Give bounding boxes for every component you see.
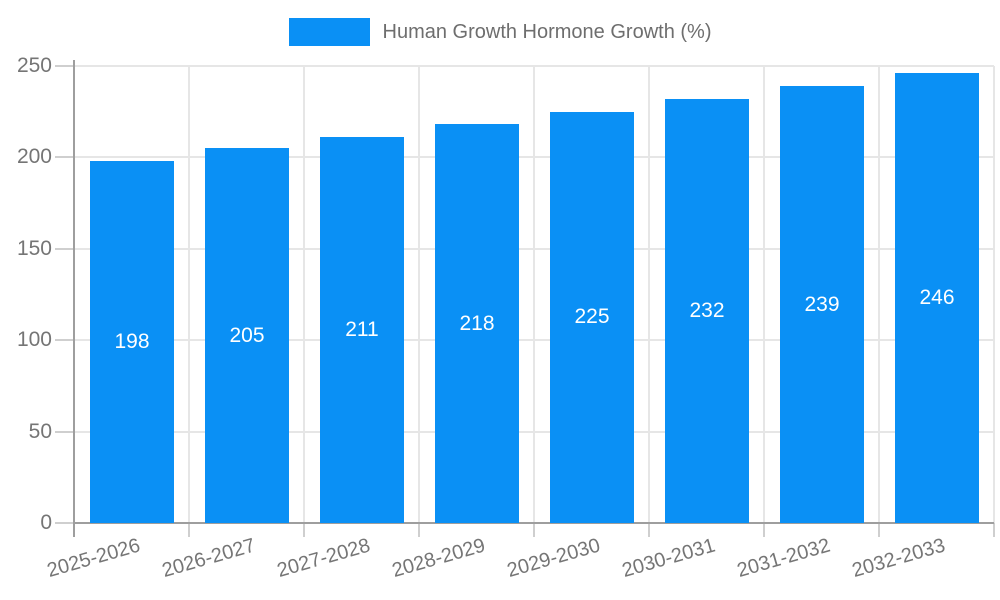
gridline-x (533, 66, 535, 523)
legend: Human Growth Hormone Growth (%) (0, 16, 1000, 48)
gridline-x (303, 66, 305, 523)
y-tick-mark (55, 339, 74, 341)
x-axis-line (74, 522, 994, 524)
x-tick-label: 2025-2026 (44, 534, 143, 582)
bar-value-label: 205 (229, 324, 265, 347)
bar (90, 161, 174, 523)
y-tick-mark (55, 156, 74, 158)
legend-label: Human Growth Hormone Growth (%) (382, 20, 712, 43)
bar (780, 86, 864, 523)
bar-value-label: 225 (574, 305, 610, 328)
bar-value-label: 246 (919, 286, 955, 309)
bar (665, 99, 749, 523)
x-tick-label: 2030-2031 (619, 534, 718, 582)
x-tick-label: 2029-2030 (504, 534, 603, 582)
y-tick-label: 100 (16, 328, 52, 351)
y-tick-mark (55, 65, 74, 67)
legend-swatch (288, 18, 370, 46)
bar (205, 148, 289, 523)
y-tick-mark (55, 248, 74, 250)
x-tick-label: 2027-2028 (274, 534, 373, 582)
y-tick-mark (55, 522, 74, 524)
x-tick-label: 2032-2033 (849, 534, 948, 582)
y-axis-line (73, 60, 75, 537)
y-tick-mark (55, 431, 74, 433)
x-tick-mark (993, 523, 995, 537)
y-tick-label: 50 (28, 420, 52, 443)
x-tick-mark (533, 523, 535, 537)
x-tick-mark (303, 523, 305, 537)
bar (435, 124, 519, 523)
gridline-x (993, 66, 995, 523)
gridline-x (418, 66, 420, 523)
bar (550, 112, 634, 523)
x-tick-mark (188, 523, 190, 537)
gridline-x (188, 66, 190, 523)
x-tick-label: 2031-2032 (734, 534, 833, 582)
gridline-x (763, 66, 765, 523)
x-tick-mark (878, 523, 880, 537)
bar-value-label: 232 (689, 299, 725, 322)
gridline-x (648, 66, 650, 523)
bar-value-label: 239 (804, 293, 840, 316)
bar-value-label: 218 (459, 312, 495, 335)
x-tick-label: 2026-2027 (159, 534, 258, 582)
y-tick-label: 250 (16, 54, 52, 77)
bar (320, 137, 404, 523)
y-tick-label: 200 (16, 145, 52, 168)
x-tick-mark (648, 523, 650, 537)
x-tick-mark (418, 523, 420, 537)
bar-value-label: 211 (345, 318, 379, 341)
x-tick-mark (763, 523, 765, 537)
bar-value-label: 198 (114, 330, 150, 353)
y-tick-label: 0 (40, 511, 52, 534)
y-tick-label: 150 (16, 237, 52, 260)
x-tick-label: 2028-2029 (389, 534, 488, 582)
bar (895, 73, 979, 523)
gridline-x (878, 66, 880, 523)
